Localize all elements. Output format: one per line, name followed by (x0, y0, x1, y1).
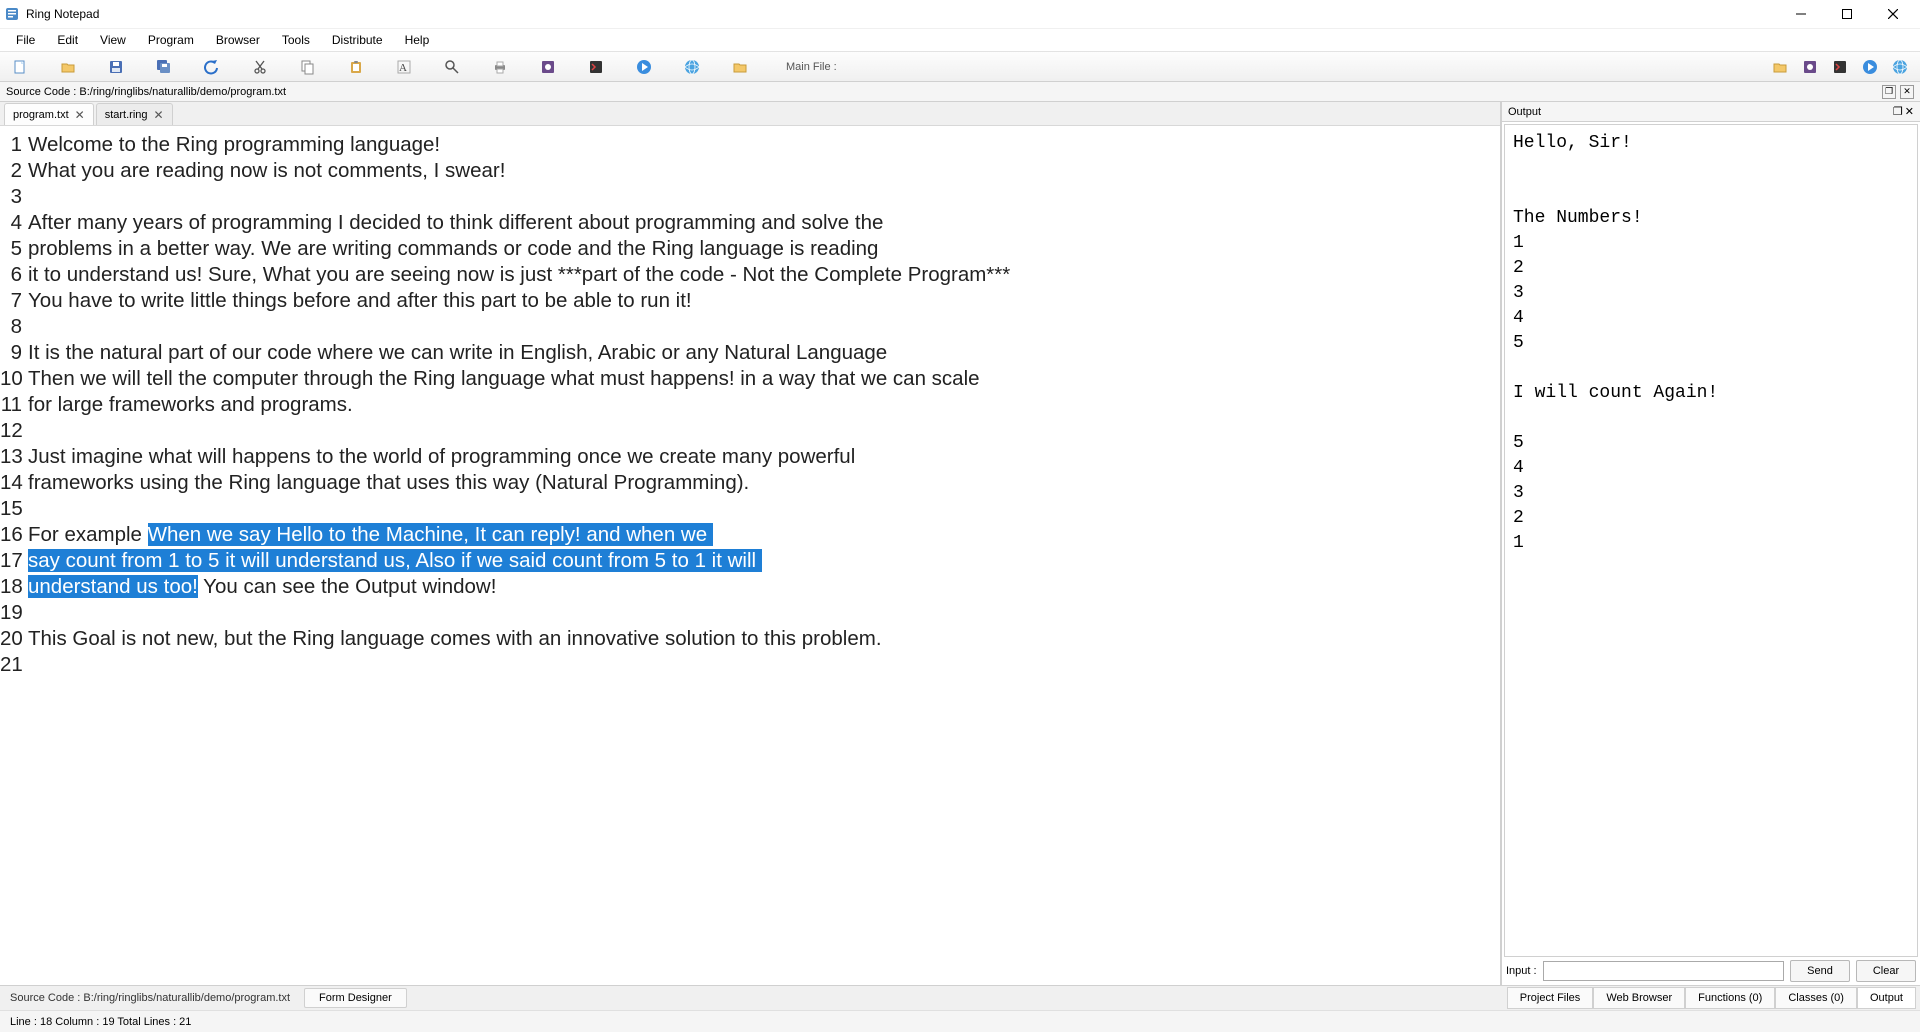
menu-edit[interactable]: Edit (47, 31, 88, 49)
window-title: Ring Notepad (26, 7, 1778, 21)
right-panel-tabs: Project FilesWeb BrowserFunctions (0)Cla… (1507, 987, 1920, 1009)
form-designer-tab[interactable]: Form Designer (304, 988, 407, 1008)
bottom-source-path[interactable]: Source Code : B:/ring/ringlibs/naturalli… (0, 992, 300, 1004)
output-popout-icon[interactable]: ❐ (1893, 105, 1903, 118)
source-path-text: Source Code : B:/ring/ringlibs/naturalli… (6, 86, 286, 98)
workarea: program.txt ✕ start.ring ✕ 1Welcome to t… (0, 102, 1920, 985)
run-icon[interactable] (632, 55, 656, 79)
output-pane: Output ❐ ✕ Hello, Sir! The Numbers! 1 2 … (1502, 102, 1920, 985)
code-editor[interactable]: 1Welcome to the Ring programming languag… (0, 126, 1500, 985)
output-close-icon[interactable]: ✕ (1905, 105, 1914, 118)
tab-label: program.txt (13, 109, 69, 121)
tab-label: start.ring (105, 109, 148, 121)
source-path-bar: Source Code : B:/ring/ringlibs/naturalli… (0, 82, 1920, 102)
menubar: File Edit View Program Browser Tools Dis… (0, 28, 1920, 52)
minimize-button[interactable] (1778, 0, 1824, 28)
font-icon[interactable]: A (392, 55, 416, 79)
output-pane-title: Output ❐ ✕ (1502, 102, 1920, 122)
print-icon[interactable] (488, 55, 512, 79)
titlebar: Ring Notepad (0, 0, 1920, 28)
new-file-icon[interactable] (8, 55, 32, 79)
tab-program-txt[interactable]: program.txt ✕ (4, 103, 94, 125)
panel-tab-classes-0-[interactable]: Classes (0) (1775, 987, 1857, 1009)
open-folder-icon[interactable] (728, 55, 752, 79)
menu-distribute[interactable]: Distribute (322, 31, 393, 49)
run-web-icon[interactable] (680, 55, 704, 79)
menu-browser[interactable]: Browser (206, 31, 270, 49)
open-file-icon[interactable] (56, 55, 80, 79)
copy-icon[interactable] (296, 55, 320, 79)
tab-close-icon[interactable]: ✕ (154, 108, 164, 122)
editor-tabs: program.txt ✕ start.ring ✕ (0, 102, 1500, 126)
clear-button[interactable]: Clear (1856, 960, 1916, 982)
panel-tab-functions-0-[interactable]: Functions (0) (1685, 987, 1775, 1009)
panel-tab-output[interactable]: Output (1857, 987, 1916, 1009)
save-file-icon[interactable] (104, 55, 128, 79)
menu-tools[interactable]: Tools (272, 31, 320, 49)
cursor-position: Line : 18 Column : 19 Total Lines : 21 (10, 1016, 191, 1028)
find-icon[interactable] (440, 55, 464, 79)
undo-icon[interactable] (200, 55, 224, 79)
panel-tab-project-files[interactable]: Project Files (1507, 987, 1594, 1009)
debug-icon[interactable] (536, 55, 560, 79)
pane-popout-icon[interactable]: ❐ (1882, 85, 1896, 99)
maximize-button[interactable] (1824, 0, 1870, 28)
mainfile-run-icon[interactable] (1858, 55, 1882, 79)
output-text[interactable]: Hello, Sir! The Numbers! 1 2 3 4 5 I wil… (1504, 124, 1918, 957)
mainfile-debug-icon[interactable] (1798, 55, 1822, 79)
editor-pane: program.txt ✕ start.ring ✕ 1Welcome to t… (0, 102, 1502, 985)
tab-close-icon[interactable]: ✕ (75, 108, 85, 122)
input-label: Input : (1506, 965, 1537, 977)
output-input-row: Input : Send Clear (1502, 959, 1920, 985)
output-title-label: Output (1508, 106, 1541, 118)
save-all-icon[interactable] (152, 55, 176, 79)
toolbar: A Main File : (0, 52, 1920, 82)
cut-icon[interactable] (248, 55, 272, 79)
mainfile-terminal-icon[interactable] (1828, 55, 1852, 79)
menu-file[interactable]: File (6, 31, 45, 49)
bottom-tabs: Source Code : B:/ring/ringlibs/naturalli… (0, 985, 1920, 1010)
panel-tab-web-browser[interactable]: Web Browser (1593, 987, 1685, 1009)
input-field[interactable] (1543, 961, 1784, 981)
run-terminal-icon[interactable] (584, 55, 608, 79)
svg-text:A: A (399, 62, 407, 74)
statusbar: Line : 18 Column : 19 Total Lines : 21 (0, 1010, 1920, 1032)
menu-program[interactable]: Program (138, 31, 204, 49)
send-button[interactable]: Send (1790, 960, 1850, 982)
mainfile-web-icon[interactable] (1888, 55, 1912, 79)
app-icon (4, 6, 20, 22)
menu-view[interactable]: View (90, 31, 136, 49)
pane-close-icon[interactable]: ✕ (1900, 85, 1914, 99)
main-file-label: Main File : (776, 61, 837, 73)
paste-icon[interactable] (344, 55, 368, 79)
window-controls (1778, 0, 1916, 28)
tab-start-ring[interactable]: start.ring ✕ (96, 103, 173, 125)
mainfile-open-icon[interactable] (1768, 55, 1792, 79)
close-button[interactable] (1870, 0, 1916, 28)
menu-help[interactable]: Help (395, 31, 440, 49)
